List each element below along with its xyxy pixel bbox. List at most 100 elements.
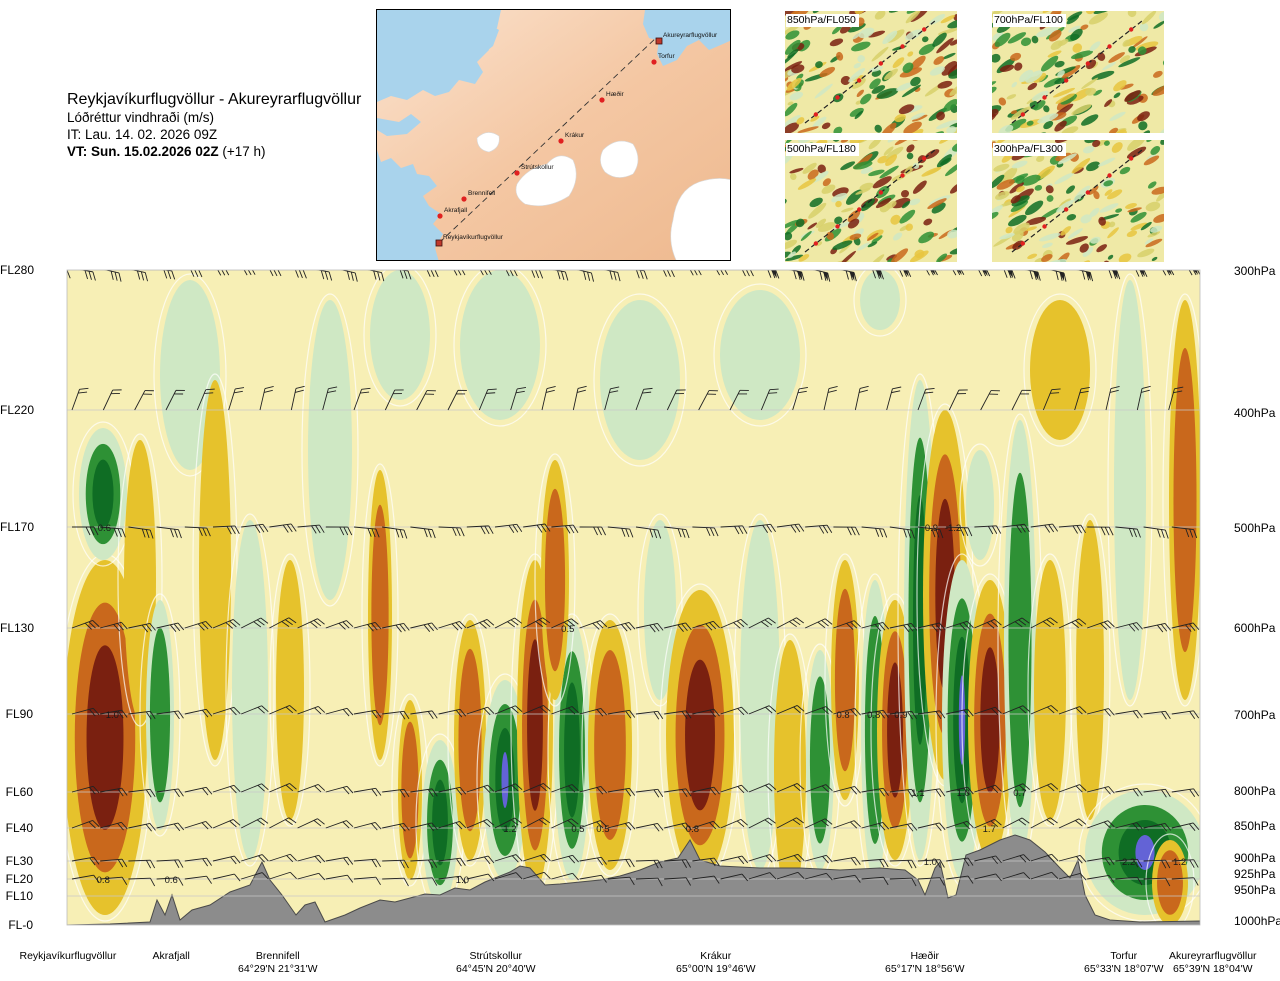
inset-label: 700hPa/FL100 [993, 14, 1066, 27]
contour-line [1078, 783, 1200, 922]
inset-blob [1109, 111, 1126, 121]
inset-blob [797, 126, 819, 133]
wind-barb [917, 859, 945, 868]
wind-barb [607, 876, 635, 886]
inset-blob [841, 207, 854, 213]
inset-blob [1065, 236, 1089, 245]
wind-barb [635, 877, 663, 887]
inset-blob [992, 53, 1001, 63]
inset-blob [939, 140, 957, 144]
inset-blob [909, 250, 929, 262]
wind-barb [269, 523, 297, 533]
wind-barb [510, 387, 527, 411]
wind-barb [748, 854, 777, 863]
inset-blob [814, 83, 833, 99]
inset-blob [868, 169, 885, 177]
wind-barb [1030, 705, 1059, 715]
wind-barb [946, 875, 974, 884]
wind-barb [946, 857, 974, 867]
inset-blob [851, 77, 866, 89]
wind-barb [438, 875, 466, 884]
updraft-region [527, 639, 543, 811]
wind-barb [664, 859, 692, 868]
wind-barb [579, 820, 608, 829]
wind-barb [478, 388, 497, 411]
wind-barb [268, 270, 282, 277]
wind-barb [805, 784, 833, 793]
wind-barb [1115, 858, 1143, 868]
inset-blob [1010, 110, 1018, 115]
wind-barb [692, 526, 719, 537]
inset-blob [1086, 11, 1098, 15]
inset-blob [1141, 11, 1157, 25]
vertical-velocity-field [67, 270, 1200, 925]
inset-blob [838, 250, 856, 262]
inset-blob [1088, 12, 1108, 25]
wind-barb [551, 818, 579, 829]
wind-barb [823, 386, 838, 411]
contour-line [363, 270, 437, 407]
wind-barb [184, 857, 212, 867]
wind-barb [353, 709, 382, 719]
inset-blob [849, 11, 871, 16]
contour-line [534, 453, 576, 707]
wind-barb [1030, 817, 1058, 829]
fl-label: FL220 [0, 403, 35, 417]
contour-line [713, 283, 807, 427]
wind-barb [322, 386, 338, 411]
inset-blob [809, 197, 823, 208]
waypoint-label: Torfur [658, 53, 675, 60]
inset-blob [1153, 20, 1164, 29]
wind-barb [128, 622, 156, 633]
inset-blob [906, 152, 914, 160]
inset-waypoint [835, 224, 840, 229]
fl-label: FL170 [0, 520, 35, 534]
inset-blob [785, 115, 801, 129]
wind-barb [523, 523, 551, 533]
wind-barb [579, 856, 607, 866]
extrema-labels: 0.6 1.0 0.8 0.6 1.0 1.2 0.5 0.5 0.5 0.8 0.8 0.8 0.9 0… [97, 523, 1187, 886]
wind-barb [805, 872, 833, 881]
wind-barb [664, 710, 692, 720]
inset-blob [943, 98, 957, 112]
inset-blob [949, 39, 957, 46]
downdraft-region [600, 300, 680, 460]
wind-barb [386, 270, 412, 280]
wind-barb [290, 385, 305, 411]
wind-barb [156, 822, 185, 832]
wind-barb [579, 874, 607, 883]
wind-barb [128, 710, 156, 720]
inset-blob [998, 97, 1007, 106]
inset-blob [1151, 256, 1158, 261]
wind-barb [1115, 822, 1143, 831]
wind-barb [156, 859, 184, 869]
inset-blob [882, 30, 898, 45]
wind-barb [917, 710, 946, 719]
wind-barb [833, 526, 860, 536]
wind-barb [212, 855, 241, 865]
inset-blob [912, 180, 927, 194]
inset-blob [812, 170, 829, 183]
inset-blob [1033, 100, 1046, 111]
wind-barb [71, 387, 89, 411]
extremum-label: -1.2 [945, 523, 961, 534]
inset-blob [1070, 28, 1083, 41]
wind-barb [281, 270, 307, 279]
wind-barb [974, 525, 1002, 535]
wind-barb [353, 621, 382, 632]
wind-barb [1030, 523, 1059, 533]
inset-blob [1125, 203, 1137, 209]
inset-blob [1082, 145, 1095, 154]
inset-blob [807, 222, 818, 230]
pressure-label: 400hPa [1234, 406, 1276, 420]
inset-blob [832, 240, 853, 250]
wind-barb [128, 859, 156, 869]
extremum-label: 1.2 [503, 824, 516, 835]
inset-field [785, 11, 957, 133]
wind-barb [67, 270, 71, 279]
inset-blob [894, 140, 915, 146]
wind-barb [1171, 622, 1200, 632]
inset-blob [1092, 140, 1101, 148]
wind-barb [760, 388, 779, 411]
inset-blob [1118, 57, 1141, 68]
